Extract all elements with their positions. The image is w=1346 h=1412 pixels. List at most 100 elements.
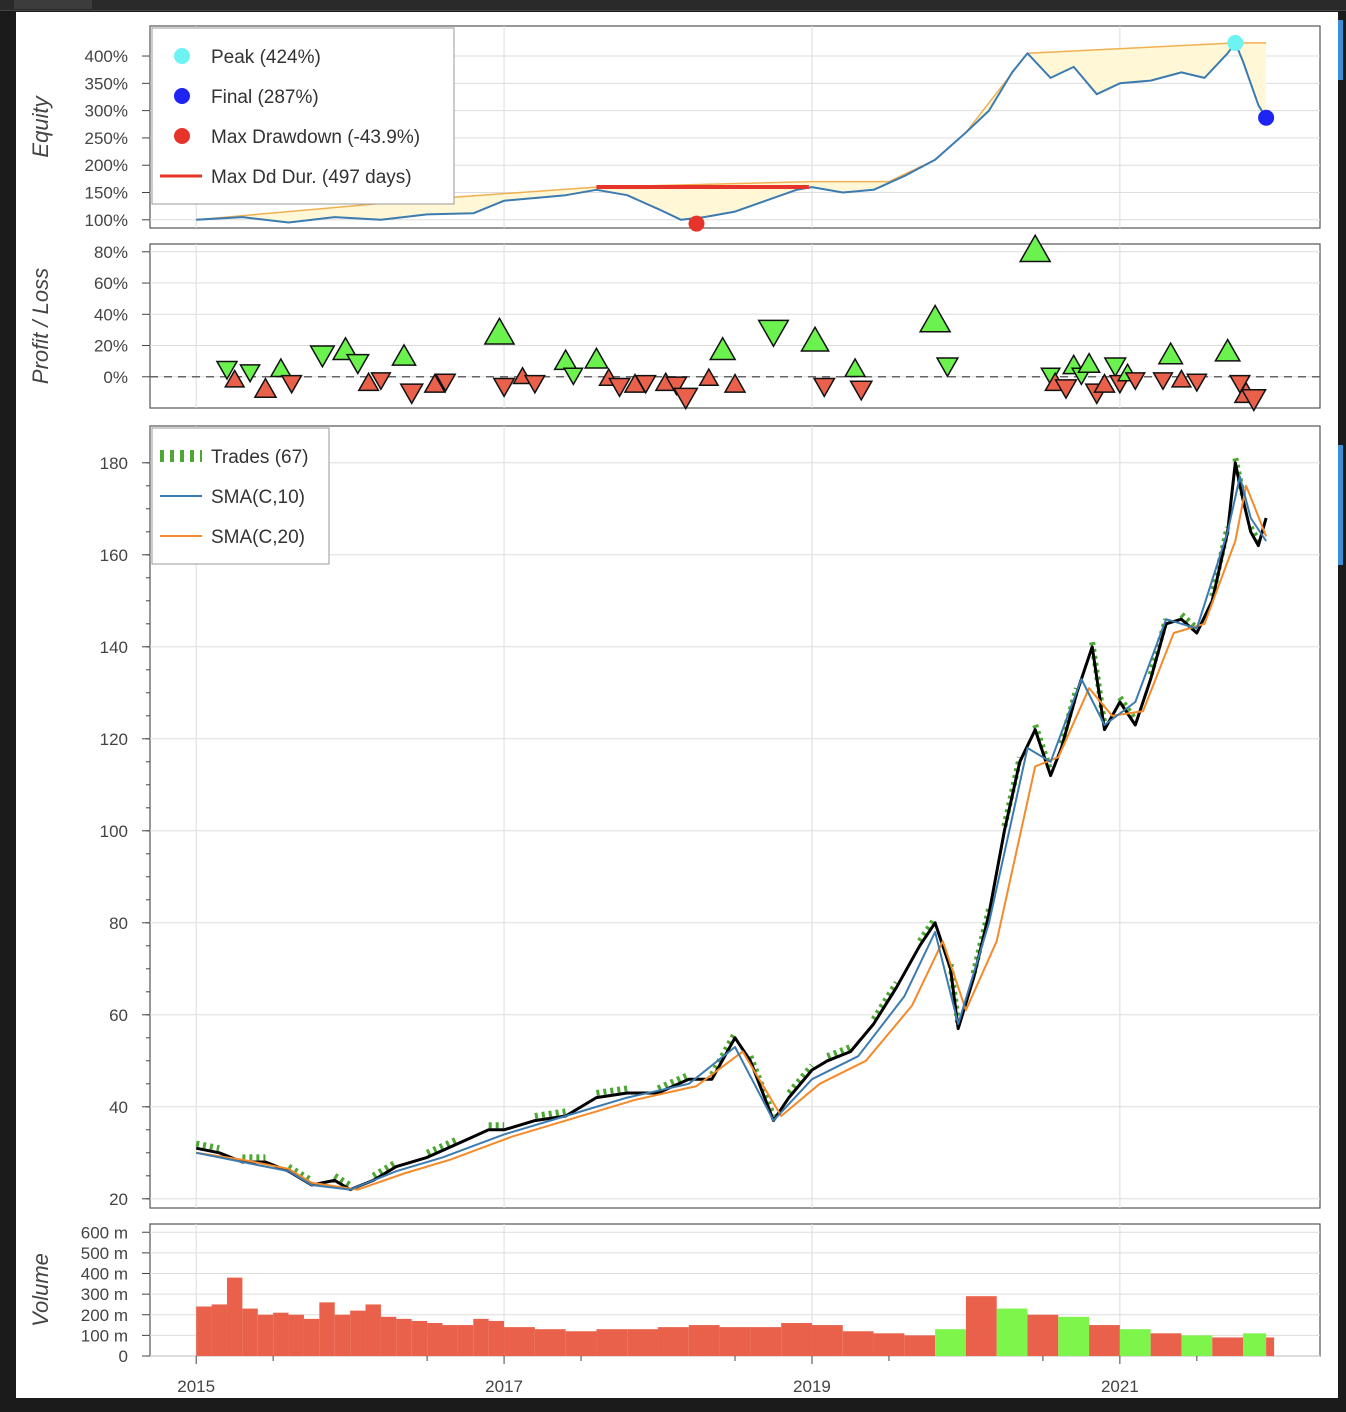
legend-label: Peak (424%) bbox=[211, 47, 321, 68]
volume-bar bbox=[904, 1335, 936, 1356]
volume-bar bbox=[996, 1308, 1028, 1356]
volume-bar bbox=[811, 1325, 843, 1356]
y-tick-label: 20 bbox=[109, 1190, 128, 1209]
y-tick-label: 150% bbox=[85, 184, 128, 203]
legend-label: Trades (67) bbox=[211, 447, 309, 468]
volume-bar bbox=[873, 1333, 905, 1356]
y-axis-label: Equity bbox=[28, 94, 53, 157]
legend-marker bbox=[174, 48, 190, 64]
volume-bar bbox=[596, 1329, 628, 1356]
legend-label: Max Dd Dur. (497 days) bbox=[211, 167, 412, 188]
trade-marker bbox=[399, 383, 425, 405]
volume-bar bbox=[473, 1318, 489, 1356]
trade-marker bbox=[239, 364, 261, 384]
trade-line bbox=[596, 1085, 628, 1096]
volume-bar bbox=[965, 1296, 997, 1356]
y-tick-label: 400 m bbox=[81, 1265, 128, 1284]
volume-bar bbox=[365, 1304, 381, 1356]
x-tick-label: 2017 bbox=[485, 1377, 523, 1396]
trade-marker bbox=[280, 374, 303, 395]
trade-marker bbox=[1170, 368, 1193, 388]
equity-marker bbox=[1227, 34, 1244, 51]
volume-bar bbox=[1150, 1333, 1182, 1356]
legend-label: Final (287%) bbox=[211, 87, 319, 108]
equity-legend: Peak (424%) Final (287%) Max Drawdown (-43… bbox=[151, 27, 455, 205]
trade-marker bbox=[634, 374, 657, 395]
volume-bar bbox=[488, 1320, 505, 1356]
y-tick-label: 140 bbox=[100, 638, 128, 657]
trade-marker bbox=[391, 343, 417, 366]
y-tick-label: 400% bbox=[85, 47, 128, 66]
volume-bar bbox=[1119, 1329, 1151, 1356]
trade-line bbox=[1117, 695, 1138, 723]
volume-bar bbox=[411, 1320, 428, 1356]
legend-label: Max Drawdown (-43.9%) bbox=[211, 127, 420, 148]
window-tab[interactable] bbox=[14, 0, 92, 9]
volume-bar bbox=[534, 1329, 566, 1356]
trade-marker bbox=[309, 345, 336, 369]
y-tick-label: 180 bbox=[100, 454, 128, 473]
volume-bar bbox=[350, 1310, 366, 1356]
trade-marker bbox=[1240, 389, 1267, 412]
trade-marker bbox=[757, 319, 790, 348]
scrollbar-indicator[interactable] bbox=[1338, 20, 1343, 80]
volume-bar bbox=[935, 1329, 966, 1356]
trade-marker bbox=[1018, 233, 1052, 263]
volume-bar bbox=[288, 1314, 304, 1356]
trade-marker bbox=[1103, 357, 1127, 378]
close-price-line bbox=[195, 461, 1268, 1192]
trade-marker bbox=[215, 360, 239, 381]
y-tick-label: 0 bbox=[119, 1347, 128, 1366]
volume-bar bbox=[334, 1314, 351, 1356]
trade-line bbox=[709, 1031, 738, 1077]
y-tick-label: 80 bbox=[109, 914, 128, 933]
volume-bar bbox=[565, 1331, 597, 1356]
equity-line bbox=[196, 41, 1267, 224]
volume-bar bbox=[504, 1327, 535, 1356]
trade-marker bbox=[672, 387, 699, 411]
trade-marker bbox=[423, 373, 447, 393]
volume-bar bbox=[1266, 1337, 1275, 1356]
trade-marker bbox=[723, 373, 747, 393]
y-tick-label: 120 bbox=[100, 730, 128, 749]
window-top-bar bbox=[0, 0, 1346, 11]
y-tick-label: 200 m bbox=[81, 1306, 128, 1325]
volume-bar bbox=[750, 1327, 782, 1356]
trade-marker bbox=[370, 372, 392, 391]
volume-bar bbox=[457, 1325, 474, 1356]
trade-marker bbox=[223, 368, 246, 388]
trade-marker bbox=[434, 373, 457, 393]
y-tick-label: 300% bbox=[85, 102, 128, 121]
trade-marker bbox=[523, 374, 546, 395]
y-axis-label: Volume bbox=[28, 1253, 53, 1327]
equity-marker bbox=[688, 215, 705, 232]
volume-bar bbox=[427, 1323, 443, 1356]
volume-bar bbox=[396, 1318, 412, 1356]
y-tick-label: 20% bbox=[94, 337, 128, 356]
trade-marker bbox=[269, 357, 293, 378]
y-tick-label: 300 m bbox=[81, 1285, 128, 1304]
y-tick-label: 40 bbox=[109, 1098, 128, 1117]
scrollbar-indicator[interactable] bbox=[1338, 445, 1343, 565]
x-tick-label: 2021 bbox=[1101, 1377, 1139, 1396]
volume-bar bbox=[1243, 1333, 1267, 1356]
trade-marker bbox=[812, 377, 836, 398]
volume-bar bbox=[1027, 1314, 1059, 1356]
y-tick-label: 160 bbox=[100, 546, 128, 565]
trade-marker bbox=[698, 367, 720, 386]
sma20-line bbox=[196, 484, 1268, 1191]
trade-marker bbox=[562, 367, 584, 386]
trade-marker bbox=[918, 304, 952, 333]
trade-line bbox=[371, 1159, 398, 1179]
trade-line bbox=[534, 1108, 567, 1119]
x-tick-label: 2015 bbox=[177, 1377, 215, 1396]
volume-bar bbox=[842, 1331, 874, 1356]
trade-line bbox=[656, 1071, 691, 1092]
trade-line bbox=[871, 981, 900, 1021]
trade-marker bbox=[843, 357, 867, 378]
trade-marker bbox=[1124, 372, 1146, 391]
y-tick-label: 40% bbox=[94, 305, 128, 324]
y-tick-label: 0% bbox=[103, 368, 128, 387]
trade-marker bbox=[1054, 379, 1078, 400]
